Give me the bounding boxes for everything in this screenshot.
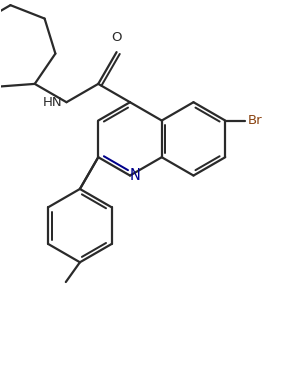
Text: O: O xyxy=(111,31,122,44)
Text: Br: Br xyxy=(248,114,262,127)
Text: N: N xyxy=(130,168,141,183)
Text: HN: HN xyxy=(43,96,62,109)
